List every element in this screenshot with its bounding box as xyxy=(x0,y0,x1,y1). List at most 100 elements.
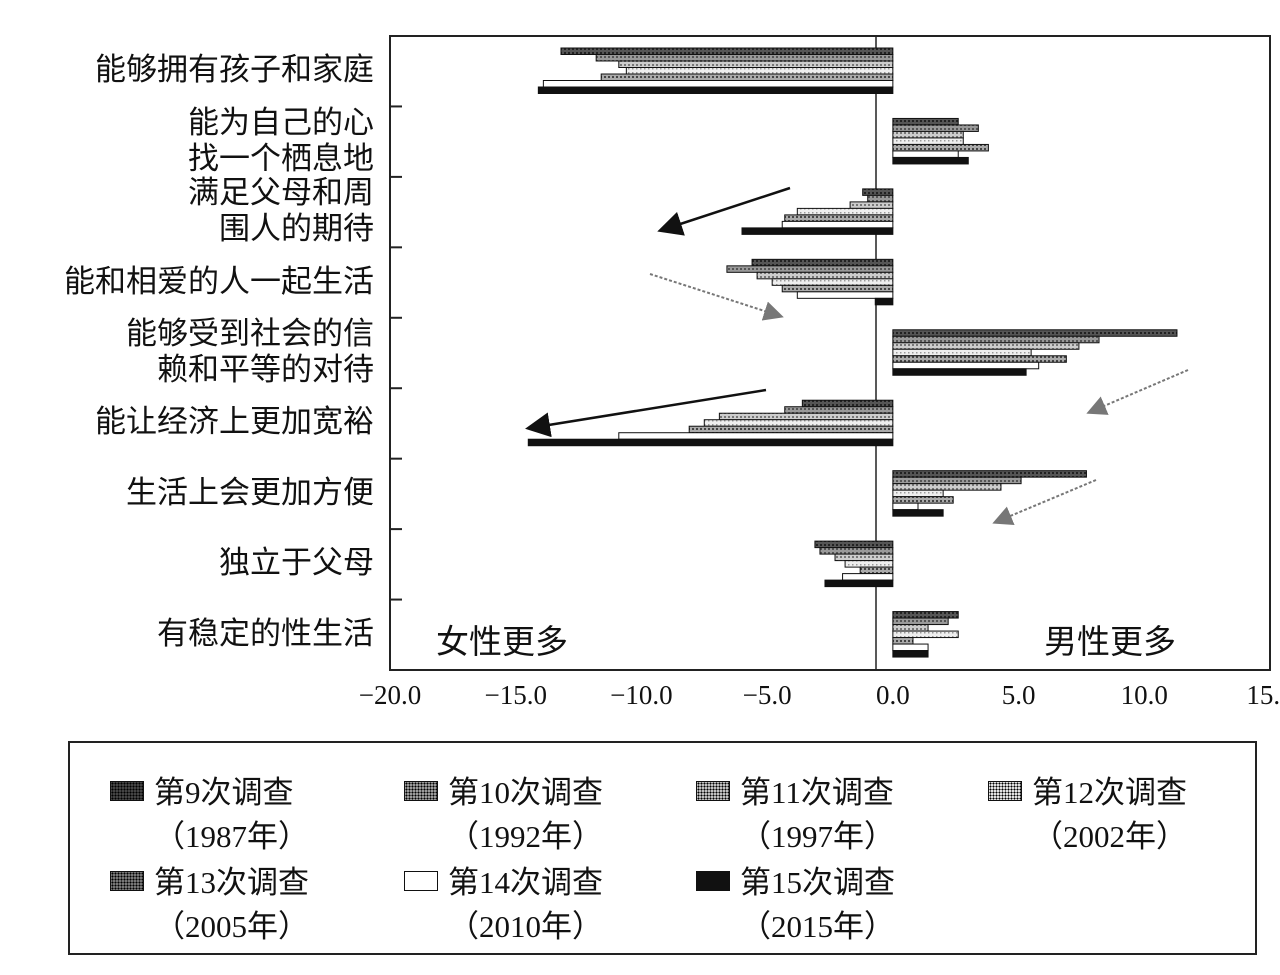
bar-survey-11-cat-0 xyxy=(618,60,894,68)
trend-arrow-2 xyxy=(649,273,784,321)
bar-survey-13-cat-0 xyxy=(600,73,894,81)
legend-series-year: （1992年） xyxy=(448,819,603,854)
legend-series-name: 第10次调查 xyxy=(448,775,603,810)
legend-item: 第12次调查 （2002年） xyxy=(988,771,1187,859)
category-label-line: 围人的期待 xyxy=(219,211,374,248)
category-label-line: 赖和平等的对待 xyxy=(157,352,374,388)
category-label: 能和相爱的人一起生活 xyxy=(64,264,374,301)
legend-series-year: （1987年） xyxy=(154,819,309,854)
bar-survey-11-cat-3 xyxy=(756,271,894,280)
legend-series-name: 第11次调查 xyxy=(740,775,894,810)
bar-survey-9-cat-5 xyxy=(801,399,894,408)
bar-survey-15-cat-5 xyxy=(527,438,894,447)
bar-survey-11-cat-7 xyxy=(834,553,894,562)
legend-series-name: 第13次调查 xyxy=(154,865,309,900)
bar-survey-14-cat-1 xyxy=(892,150,959,158)
bar-survey-9-cat-0 xyxy=(560,47,894,55)
x-tick-label: 0.0 xyxy=(875,680,910,710)
bar-survey-12-cat-0 xyxy=(625,67,894,75)
legend-swatch xyxy=(696,871,730,891)
legend-swatch xyxy=(404,781,438,801)
legend: 第9次调查 （1987年） 第10次调查 （1992年） 第11次调查 （1997年） 第1… xyxy=(68,741,1257,955)
x-tick-label: −20.0 xyxy=(358,680,422,710)
legend-series-name: 第9次调查 xyxy=(154,775,294,810)
category-label-line: 找一个栖息地 xyxy=(188,140,374,177)
bar-survey-12-cat-1 xyxy=(892,137,964,145)
category-label-line: 能让经济上更加宽裕 xyxy=(95,404,374,441)
bar-survey-14-cat-0 xyxy=(542,80,894,88)
bar-survey-9-cat-3 xyxy=(751,258,894,267)
bar-survey-12-cat-8 xyxy=(892,630,959,639)
category-label-line: 有稳定的性生活 xyxy=(157,615,374,652)
legend-swatch xyxy=(988,781,1022,801)
category-label-line: 能为自己的心 xyxy=(188,104,374,141)
legend-series-year: （2002年） xyxy=(1032,819,1187,854)
bar-survey-15-cat-0 xyxy=(537,86,894,94)
bar-survey-9-cat-4 xyxy=(892,329,1178,337)
bar-survey-11-cat-1 xyxy=(892,130,964,139)
bar-survey-13-cat-6 xyxy=(892,496,954,504)
plot-frame xyxy=(389,35,1271,671)
bar-survey-15-cat-1 xyxy=(892,156,969,165)
bar-survey-10-cat-4 xyxy=(892,335,1100,344)
bar-survey-15-cat-3 xyxy=(874,297,894,306)
legend-item: 第13次调查 （2005年） xyxy=(110,861,309,949)
bar-survey-14-cat-8 xyxy=(892,643,929,652)
bar-survey-12-cat-5 xyxy=(703,419,894,427)
category-label: 能够拥有孩子和家庭 xyxy=(95,52,374,89)
legend-swatch xyxy=(696,781,730,801)
category-label: 能为自己的心 找一个栖息地 xyxy=(188,104,374,178)
legend-series-name: 第12次调查 xyxy=(1032,775,1187,810)
bar-survey-12-cat-6 xyxy=(892,489,944,498)
x-tick-label: −10.0 xyxy=(610,680,673,710)
bar-survey-10-cat-1 xyxy=(892,124,979,132)
bar-survey-14-cat-7 xyxy=(842,573,894,581)
legend-item: 第15次调查 （2015年） xyxy=(696,861,895,949)
legend-item: 第10次调查 （1992年） xyxy=(404,771,603,859)
bar-survey-14-cat-2 xyxy=(781,220,894,229)
x-tick-label: 5.0 xyxy=(1001,680,1036,710)
x-tick-label: 15.0 xyxy=(1246,680,1280,710)
category-label-line: 满足父母和周 xyxy=(188,175,374,212)
bar-survey-14-cat-6 xyxy=(892,502,919,511)
category-label-line: 独立于父母 xyxy=(219,545,374,582)
bar-survey-13-cat-2 xyxy=(784,214,894,222)
bar-survey-13-cat-3 xyxy=(781,284,894,293)
bar-survey-13-cat-1 xyxy=(892,143,989,152)
bar-survey-13-cat-7 xyxy=(859,566,894,575)
legend-series-year: （1997年） xyxy=(740,819,895,854)
legend-swatch xyxy=(404,871,438,891)
trend-arrow-1 xyxy=(657,186,791,236)
category-label: 满足父母和周 围人的期待 xyxy=(188,175,374,248)
bar-survey-14-cat-3 xyxy=(796,291,894,299)
x-tick-label: −15.0 xyxy=(484,680,547,710)
category-label-line: 能够受到社会的信 xyxy=(126,316,374,352)
legend-swatch xyxy=(110,781,144,801)
annotation-men-more: 男性更多 xyxy=(1044,622,1176,661)
bar-survey-10-cat-6 xyxy=(892,476,1022,485)
legend-item: 第14次调查 （2010年） xyxy=(404,861,603,949)
bar-survey-13-cat-8 xyxy=(892,637,914,645)
category-label: 能让经济上更加宽裕 xyxy=(95,405,374,441)
category-label-line: 能够拥有孩子和家庭 xyxy=(95,52,374,89)
category-label: 生活上会更加方便 xyxy=(126,475,374,512)
category-label: 独立于父母 xyxy=(219,546,374,582)
bar-survey-10-cat-8 xyxy=(892,617,949,626)
bar-survey-9-cat-2 xyxy=(862,188,894,196)
trend-arrows xyxy=(525,186,1189,526)
bar-survey-15-cat-4 xyxy=(892,368,1027,376)
bar-survey-10-cat-0 xyxy=(595,54,894,62)
bar-survey-12-cat-2 xyxy=(796,207,894,216)
annotation-women-more: 女性更多 xyxy=(436,622,568,661)
bar-survey-14-cat-4 xyxy=(892,361,1040,370)
bar-survey-12-cat-4 xyxy=(892,348,1032,357)
legend-item: 第9次调查 （1987年） xyxy=(110,771,309,859)
bar-survey-15-cat-7 xyxy=(824,579,894,588)
legend-series-year: （2005年） xyxy=(154,909,309,944)
bar-survey-10-cat-7 xyxy=(819,547,894,555)
bar-survey-12-cat-7 xyxy=(844,560,894,568)
bar-survey-9-cat-6 xyxy=(892,470,1087,478)
category-label: 能够受到社会的信 赖和平等的对待 xyxy=(126,316,374,389)
bar-survey-15-cat-6 xyxy=(892,509,944,517)
